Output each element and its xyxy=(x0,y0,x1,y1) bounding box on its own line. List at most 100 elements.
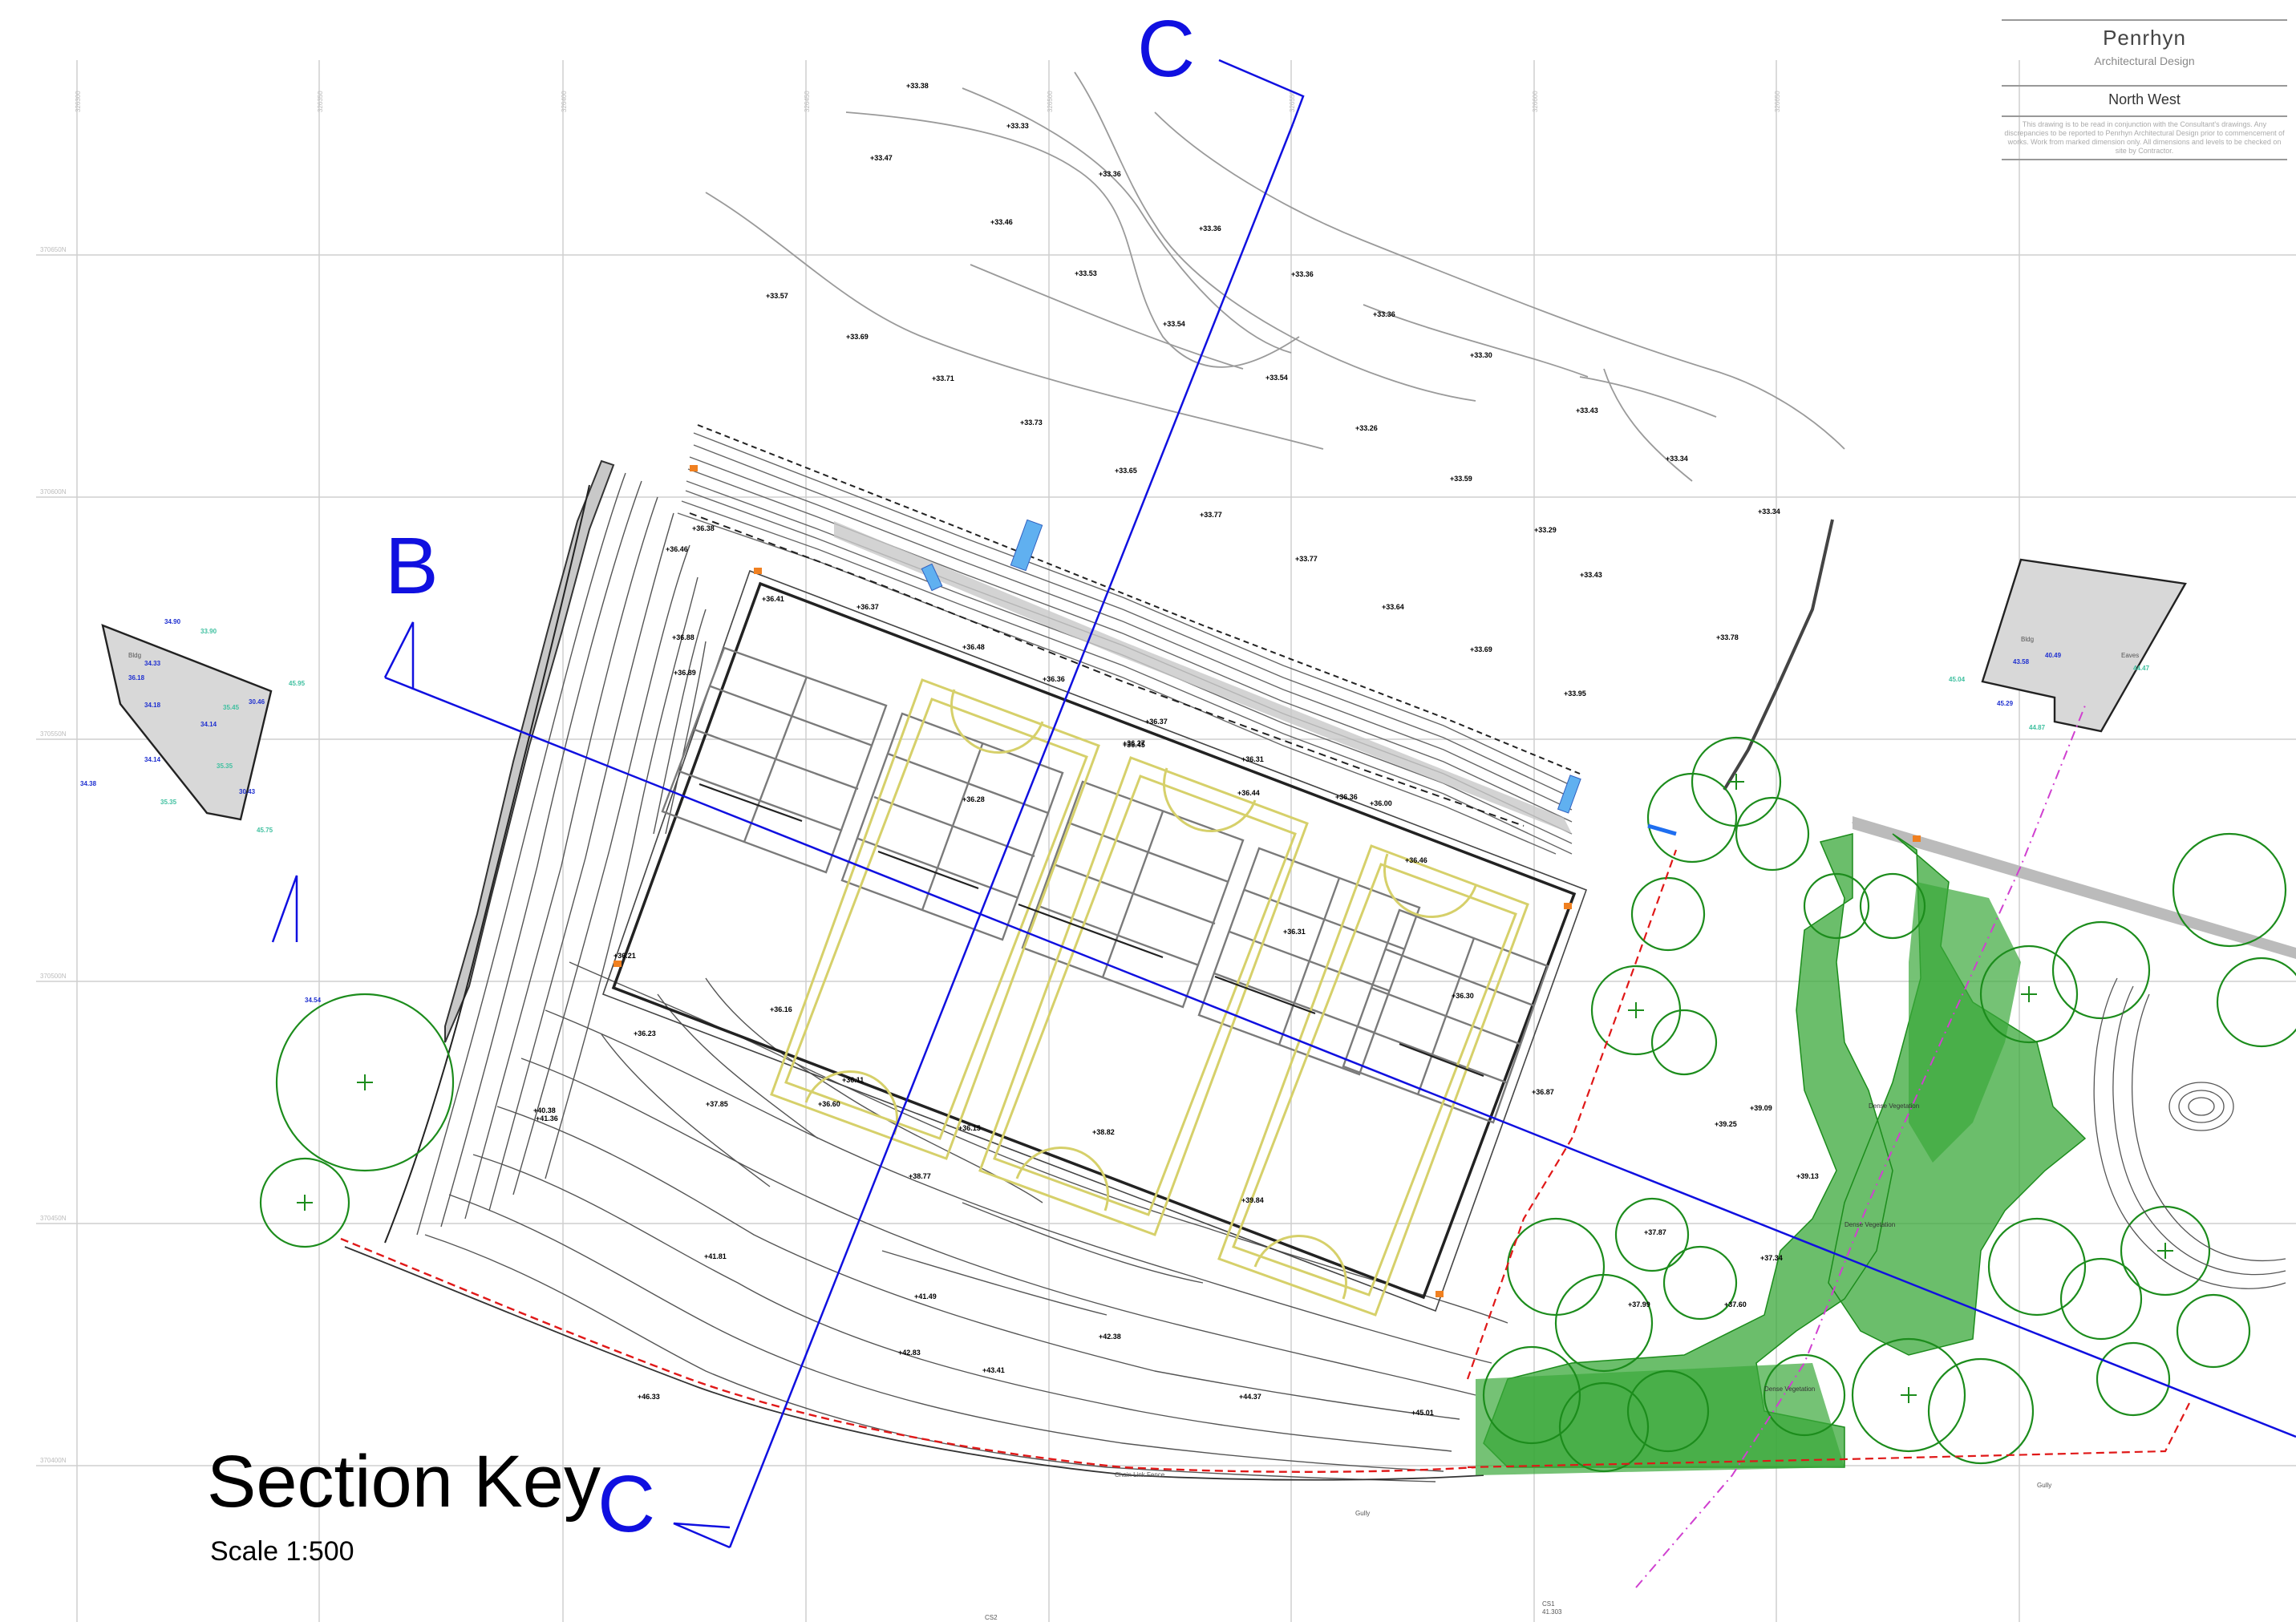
south-boundary-line xyxy=(344,1246,1484,1481)
spot-level: +42.38 xyxy=(1099,1333,1121,1341)
building-east xyxy=(1981,558,2187,733)
svg-text:43.58: 43.58 xyxy=(2013,658,2030,665)
spot-level: +36.46 xyxy=(666,545,688,553)
northing-label: 370500N xyxy=(40,973,67,980)
spot-level: +33.34 xyxy=(1666,455,1688,463)
easting-label: 326650 xyxy=(1774,91,1781,112)
svg-text:44.47: 44.47 xyxy=(2133,665,2150,672)
section-label-b: B xyxy=(385,521,439,611)
blue-pipe-marker xyxy=(1647,823,1677,836)
spot-level: +36.37 xyxy=(1145,718,1168,726)
fence-label: Chain Link Fence xyxy=(1115,1471,1165,1478)
embankment-west xyxy=(416,472,707,1236)
northing-label: 370550N xyxy=(40,730,67,738)
svg-text:33.90: 33.90 xyxy=(200,628,217,635)
spot-level: +36.30 xyxy=(1452,992,1474,1000)
spot-level: +33.64 xyxy=(1382,603,1404,611)
section-lines xyxy=(271,59,2296,1549)
spot-level: +36.15 xyxy=(958,1124,981,1132)
utility-line-magenta xyxy=(1635,705,2086,1588)
spot-level: +44.37 xyxy=(1239,1393,1261,1401)
south-red-fence-east xyxy=(1467,1402,2190,1469)
spot-level: +36.31 xyxy=(1283,928,1306,936)
cs2-label: CS2 xyxy=(985,1614,998,1621)
spot-level: +33.43 xyxy=(1576,407,1598,415)
south-dashed-edge xyxy=(340,1237,1476,1473)
spot-level: +33.36 xyxy=(1099,170,1121,178)
spot-level: +33.46 xyxy=(990,218,1013,226)
west-gray-strip xyxy=(444,459,615,1043)
east-mound-contours xyxy=(2093,977,2286,1289)
drawing-title: North West xyxy=(2108,91,2181,107)
svg-text:44.87: 44.87 xyxy=(2029,724,2046,731)
title-block: Penrhyn Architectural Design North West … xyxy=(2002,18,2287,162)
dense-vegetation-label-3: Dense Vegetation xyxy=(1764,1385,1815,1393)
spot-level: +33.59 xyxy=(1450,475,1472,483)
north-east-wall xyxy=(1723,519,1834,791)
spot-level: +33.53 xyxy=(1075,269,1097,277)
embankment-dashed-toe xyxy=(689,512,1525,827)
svg-text:35.35: 35.35 xyxy=(217,762,233,770)
company-name: Penrhyn xyxy=(2103,26,2186,50)
title-block-rule-bottom xyxy=(2002,159,2287,160)
orange-markers xyxy=(613,465,1921,1297)
spot-level: +37.34 xyxy=(1760,1254,1783,1262)
title-block-rule-lower xyxy=(2002,115,2287,117)
spot-level: +38.77 xyxy=(909,1172,931,1180)
section-label-c-bottom: C xyxy=(597,1459,655,1549)
spot-level: +33.36 xyxy=(1373,310,1395,318)
spot-level: +36.46 xyxy=(1405,856,1427,864)
spot-level: +36.27 xyxy=(1123,739,1145,747)
spot-level: +33.36 xyxy=(1291,270,1314,278)
spot-level: +33.78 xyxy=(1716,633,1739,641)
spot-level: +33.95 xyxy=(1564,690,1586,698)
gray-ramp-band xyxy=(834,521,1572,834)
tree-canopies xyxy=(259,736,2296,1473)
court-grid-gray xyxy=(661,646,1549,1124)
title-block-rule-top xyxy=(2002,19,2287,21)
spot-level: +39.84 xyxy=(1241,1196,1264,1204)
northing-label: 370600N xyxy=(40,488,67,495)
spot-level: +33.69 xyxy=(846,333,869,341)
svg-text:30.43: 30.43 xyxy=(239,788,256,795)
southern-contours xyxy=(424,961,1508,1482)
spot-level: +36.21 xyxy=(613,952,636,960)
spot-level: +36.28 xyxy=(962,795,985,803)
svg-text:34.54: 34.54 xyxy=(305,997,322,1004)
drawing-notes: This drawing is to be read in conjunctio… xyxy=(2004,120,2285,155)
spot-level: +41.81 xyxy=(704,1252,727,1260)
spot-level: +33.30 xyxy=(1470,351,1492,359)
cs1-level: 41.303 xyxy=(1542,1608,1562,1616)
svg-text:36.18: 36.18 xyxy=(128,674,145,682)
northing-label: 370400N xyxy=(40,1457,67,1464)
dense-vegetation-patch-south xyxy=(1476,1363,1844,1475)
embankment-dashed-edge xyxy=(697,424,1581,775)
easting-label: 326600 xyxy=(1532,91,1539,112)
coordinate-grid xyxy=(36,60,2296,1622)
spot-level: +33.38 xyxy=(906,82,929,90)
building-label-left: Bldg xyxy=(128,652,141,659)
spot-level: +33.71 xyxy=(932,374,954,382)
eaves-label: Eaves xyxy=(2121,652,2139,659)
dense-vegetation-label: Dense Vegetation xyxy=(1869,1102,1919,1110)
spot-level: +37.87 xyxy=(1644,1228,1666,1236)
spot-level: +36.00 xyxy=(1370,799,1392,807)
gully-label: Gully xyxy=(1355,1510,1370,1517)
spot-level: +33.36 xyxy=(1199,224,1221,233)
building-west xyxy=(101,624,273,821)
spot-level: +45.01 xyxy=(1411,1409,1434,1417)
spot-level: +33.57 xyxy=(766,292,788,300)
grid-easting-labels: 326300 326350 326400 326450 326500 32655… xyxy=(75,91,1781,112)
spot-level: +36.41 xyxy=(762,595,784,603)
cs1-label: CS1 xyxy=(1542,1600,1555,1608)
spot-level: +39.13 xyxy=(1796,1172,1819,1180)
dense-vegetation-patch-east xyxy=(1909,882,2021,1163)
spot-level: +37.99 xyxy=(1628,1300,1650,1309)
svg-text:34.33: 34.33 xyxy=(144,660,161,667)
east-red-fence xyxy=(1466,849,1678,1380)
spot-level: +41.49 xyxy=(914,1292,937,1300)
spot-level: +36.89 xyxy=(674,669,696,677)
svg-text:34.14: 34.14 xyxy=(144,756,161,763)
svg-text:35.45: 35.45 xyxy=(223,704,240,711)
